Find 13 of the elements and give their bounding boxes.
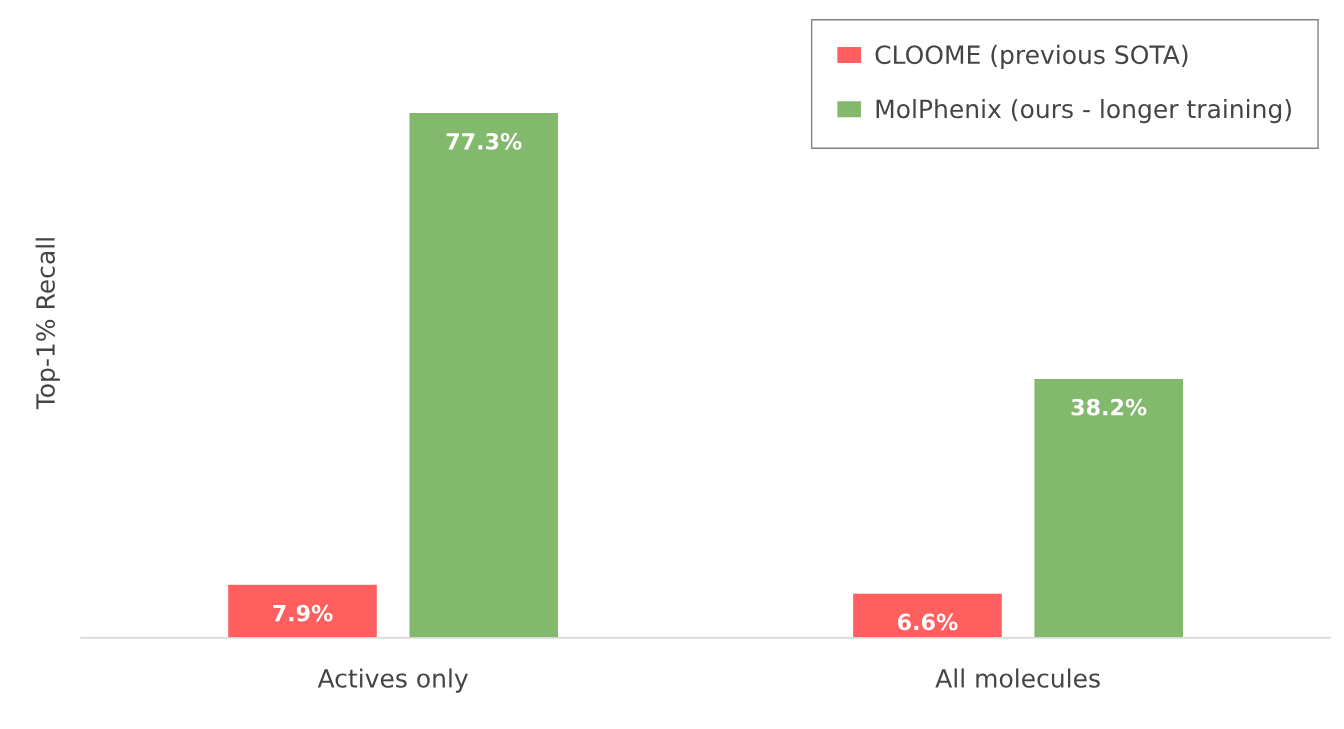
- data-label: 6.6%: [898, 613, 958, 631]
- bar: [851, 592, 1004, 638]
- legend-label: CLOOME (previous SOTA): [875, 44, 1188, 69]
- data-label: 38.2%: [1071, 398, 1147, 416]
- bar: [226, 583, 379, 638]
- y-axis-title: Top-1% Recall: [35, 238, 60, 410]
- data-label: 77.3%: [446, 132, 522, 150]
- legend-label: MolPhenix (ours - longer training): [876, 98, 1291, 124]
- x-tick-label: All molecules: [935, 668, 1100, 688]
- x-tick-label: Actives only: [317, 668, 468, 693]
- bar: [408, 111, 560, 638]
- bar: [1033, 377, 1185, 638]
- data-label: 7.9%: [273, 604, 333, 622]
